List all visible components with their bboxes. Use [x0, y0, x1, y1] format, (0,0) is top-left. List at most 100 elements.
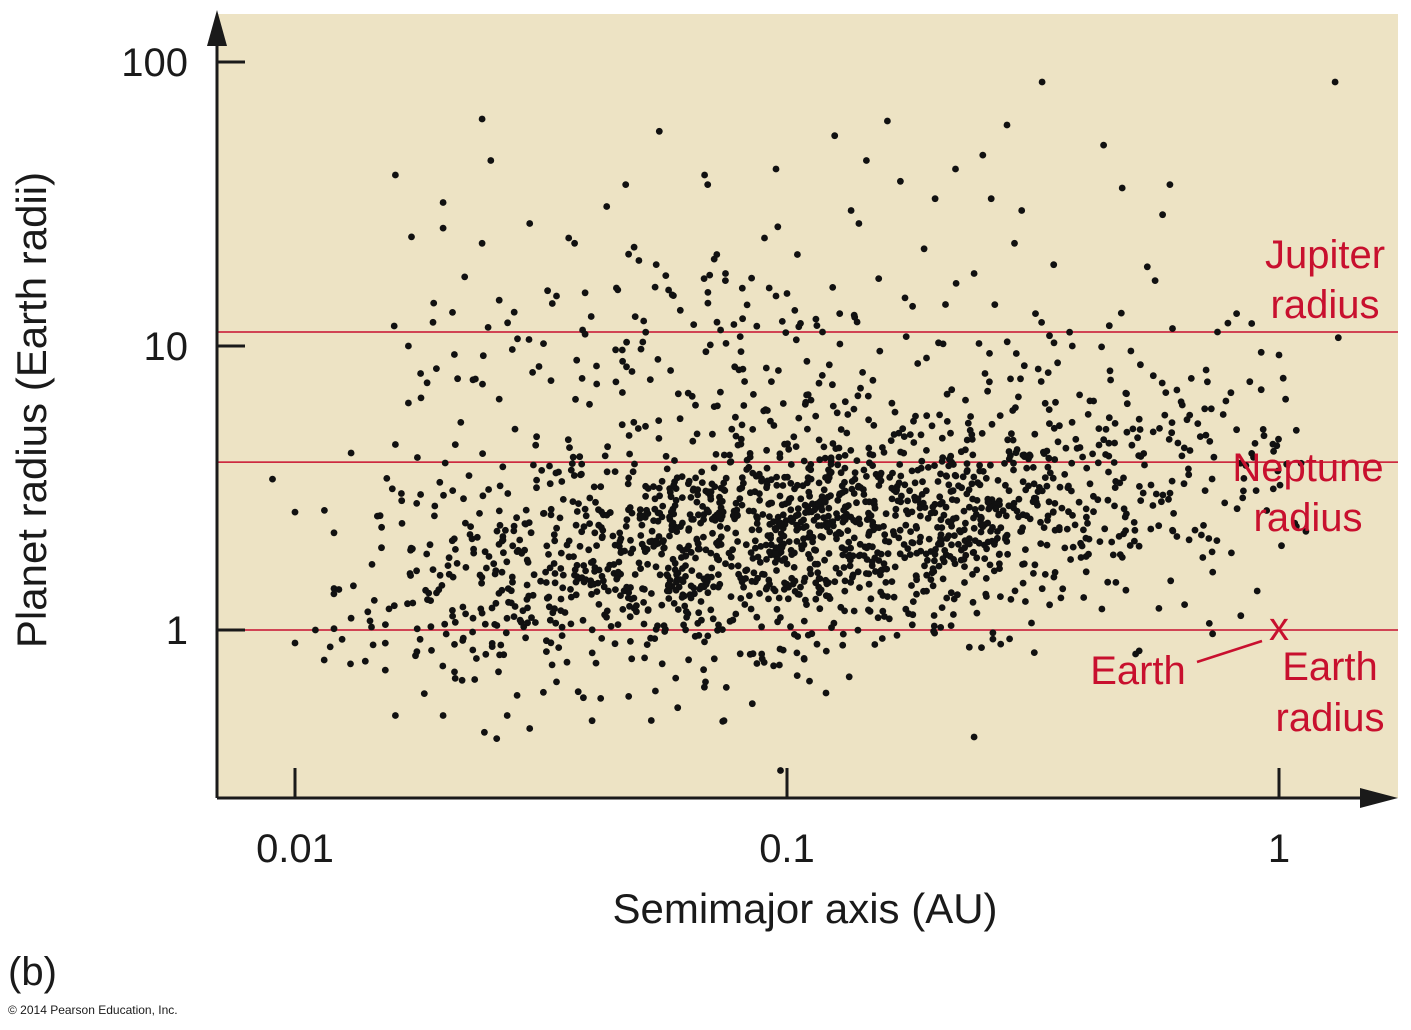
data-point	[829, 284, 837, 291]
data-point	[842, 546, 849, 554]
data-point	[814, 569, 822, 577]
data-point	[804, 425, 811, 433]
data-point	[1149, 502, 1157, 509]
data-point	[1051, 526, 1059, 534]
data-point	[754, 514, 761, 522]
data-point	[1242, 462, 1250, 469]
data-point	[777, 614, 784, 621]
data-point	[1149, 372, 1157, 380]
data-point	[592, 659, 600, 667]
data-point	[765, 284, 773, 292]
data-point	[976, 461, 983, 469]
data-point	[366, 617, 374, 625]
data-point	[640, 599, 647, 606]
data-point	[1204, 378, 1211, 386]
data-point	[973, 497, 981, 504]
data-point	[479, 352, 487, 360]
data-point	[865, 529, 873, 537]
data-point	[616, 529, 624, 537]
data-point	[1109, 551, 1117, 559]
data-point	[661, 628, 669, 635]
data-point	[364, 608, 372, 616]
data-point	[906, 431, 914, 438]
data-point	[567, 620, 575, 628]
data-point	[1013, 446, 1021, 453]
data-point	[994, 534, 1001, 542]
data-point	[451, 351, 458, 358]
data-point	[820, 486, 828, 494]
data-point	[1194, 420, 1202, 427]
data-point	[542, 579, 550, 586]
data-point	[800, 457, 808, 465]
data-point	[510, 522, 518, 530]
data-point	[877, 588, 885, 596]
data-point	[686, 511, 694, 518]
data-point	[522, 506, 530, 514]
data-point	[600, 577, 607, 585]
data-point	[676, 415, 684, 423]
data-point	[416, 635, 424, 643]
data-point	[749, 426, 757, 433]
data-point	[1248, 320, 1256, 327]
data-point	[665, 286, 672, 294]
data-point	[609, 532, 617, 540]
data-point	[794, 251, 801, 258]
data-point	[361, 657, 369, 665]
data-point	[949, 487, 957, 495]
data-point	[734, 441, 742, 449]
data-point	[876, 347, 884, 355]
data-point	[669, 519, 677, 527]
data-point	[1196, 433, 1204, 440]
data-point	[1069, 543, 1077, 551]
data-point	[1159, 491, 1167, 499]
data-point	[863, 516, 871, 523]
data-point	[864, 392, 872, 400]
data-point	[849, 573, 856, 581]
data-point	[1005, 487, 1013, 495]
data-point	[1051, 500, 1059, 507]
data-point	[1202, 431, 1210, 439]
data-point	[779, 482, 787, 489]
data-point	[1002, 533, 1009, 541]
data-point	[1107, 376, 1114, 384]
data-point	[923, 447, 930, 454]
data-point	[1010, 466, 1017, 474]
data-point	[938, 434, 946, 442]
data-point	[1037, 518, 1044, 526]
data-point	[844, 411, 852, 418]
x-axis-title: Semimajor axis (AU)	[612, 885, 997, 932]
data-point	[533, 433, 540, 441]
data-point	[550, 531, 558, 539]
data-point	[681, 602, 689, 610]
data-point	[565, 234, 573, 242]
data-point	[547, 505, 555, 513]
data-point	[392, 441, 399, 448]
axes: 0.01 0.1 1 1 10 100	[121, 10, 1398, 871]
data-point	[888, 484, 896, 492]
data-point	[644, 560, 651, 568]
data-point	[1015, 513, 1022, 521]
data-point	[836, 340, 844, 348]
data-point	[759, 570, 766, 578]
data-point	[510, 308, 518, 316]
data-point	[490, 560, 498, 568]
data-point	[648, 590, 655, 597]
data-point	[1046, 332, 1053, 340]
data-point	[513, 548, 521, 555]
data-point	[628, 368, 636, 375]
data-point	[803, 479, 811, 487]
data-point	[710, 255, 718, 263]
data-point	[633, 608, 640, 616]
data-point	[836, 570, 843, 577]
data-point	[827, 460, 835, 468]
data-point	[937, 624, 945, 631]
data-point	[856, 540, 864, 548]
data-point	[1130, 519, 1138, 526]
data-point	[1251, 440, 1259, 447]
data-point	[977, 513, 985, 521]
data-point	[1105, 414, 1113, 422]
data-point	[1100, 141, 1107, 149]
data-point	[855, 220, 863, 227]
data-point	[1149, 428, 1157, 436]
data-point	[950, 595, 958, 603]
